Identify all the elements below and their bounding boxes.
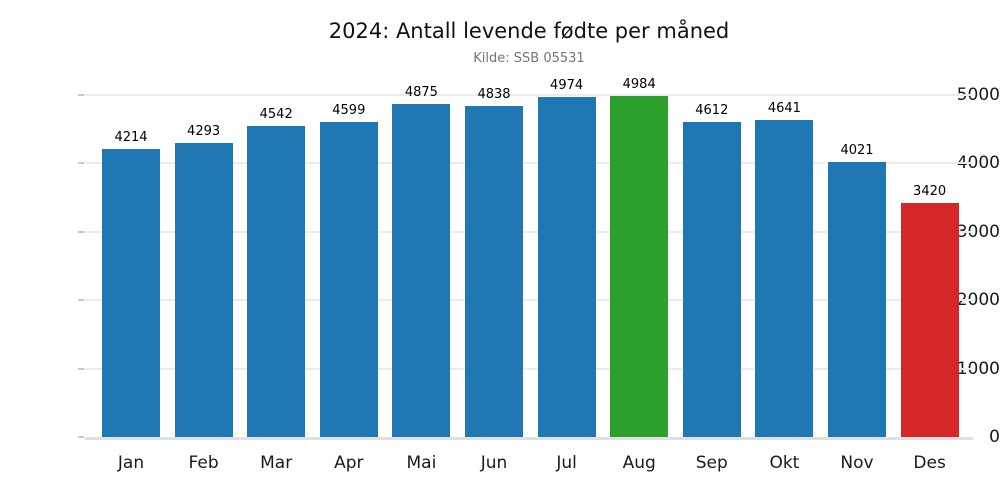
bar-sep	[682, 121, 741, 437]
bar-value-label-apr: 4599	[332, 103, 366, 119]
y-tick-mark-5000	[78, 94, 84, 96]
gridline-3000	[85, 230, 973, 233]
bar-value-label-jul: 4974	[550, 77, 584, 93]
x-tick-label-mar: Mar	[260, 453, 293, 473]
plot-area: 4214 4293 4542 4599 4875 4838 4974 4984 4612 4641…	[85, 77, 973, 440]
bar-value-label-mar: 4542	[259, 107, 293, 123]
chart-subtitle: Kilde: SSB 05531	[473, 51, 585, 66]
x-tick-label-apr: Apr	[334, 453, 364, 473]
chart-title: 2024: Antall levende fødte per måned	[328, 19, 730, 43]
bar-value-label-feb: 4293	[187, 124, 221, 140]
bar-okt	[755, 119, 814, 437]
y-tick-mark-2000	[78, 299, 84, 302]
bar-value-label-okt: 4641	[767, 100, 801, 116]
y-tick-mark-3000	[78, 230, 84, 233]
x-tick-label-okt: Okt	[769, 453, 800, 473]
y-tick-mark-0	[78, 436, 84, 438]
x-axis-line	[85, 437, 973, 440]
x-tick-label-sep: Sep	[695, 453, 728, 473]
bar-value-label-mai: 4875	[404, 84, 438, 100]
bar-nov	[828, 161, 886, 437]
x-tick-label-aug: Aug	[622, 453, 656, 473]
x-tick-label-mai: Mai	[406, 453, 437, 473]
x-tick-label-nov: Nov	[840, 453, 874, 473]
gridline-2000	[85, 299, 973, 302]
gridline-4000	[85, 162, 973, 165]
bar-value-label-nov: 4021	[840, 142, 874, 158]
y-tick-label-5000: 5000	[956, 85, 1000, 105]
x-tick-label-des: Des	[913, 453, 946, 473]
bar-value-label-des: 3420	[913, 184, 947, 200]
y-tick-mark-4000	[78, 162, 84, 165]
y-tick-label-1000: 1000	[956, 358, 1000, 379]
bar-value-label-aug: 4984	[622, 77, 656, 93]
x-tick-label-jan: Jan	[117, 453, 145, 473]
gridline-5000	[85, 94, 973, 96]
bar-jun	[465, 106, 523, 437]
bar-jan	[102, 148, 160, 437]
bar-value-label-sep: 4612	[695, 102, 729, 118]
bar-value-label-jan: 4214	[114, 129, 148, 145]
y-tick-label-3000: 3000	[956, 221, 1000, 242]
bar-value-label-jun: 4838	[477, 87, 511, 103]
x-tick-label-jun: Jun	[480, 453, 508, 473]
bar-feb	[174, 143, 233, 437]
x-tick-label-jul: Jul	[556, 453, 577, 473]
y-tick-label-2000: 2000	[956, 290, 1000, 311]
gridline-1000	[85, 367, 973, 370]
bar-mai	[392, 103, 451, 437]
bar-jul	[537, 96, 596, 437]
bar-aug	[610, 96, 669, 437]
x-tick-label-feb: Feb	[188, 453, 219, 473]
bar-mar	[247, 126, 306, 437]
y-tick-label-4000: 4000	[956, 153, 1000, 174]
bar-apr	[319, 122, 378, 437]
y-tick-label-0: 0	[989, 427, 1000, 447]
y-tick-mark-1000	[78, 367, 84, 370]
bar-des	[900, 203, 959, 437]
